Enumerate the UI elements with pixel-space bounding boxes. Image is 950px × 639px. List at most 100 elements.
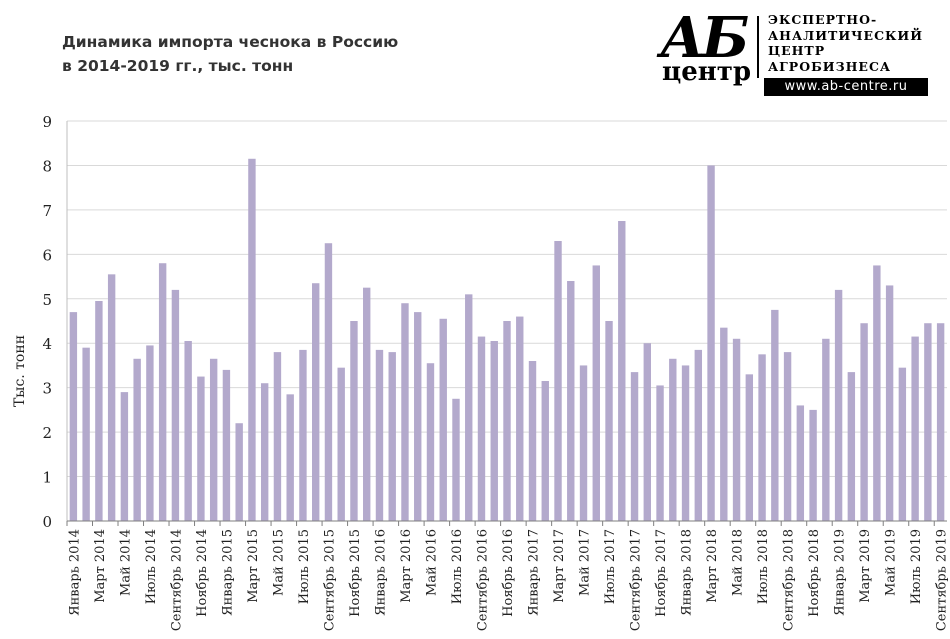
bar	[120, 392, 129, 521]
x-tick-label: Май 2014	[118, 529, 133, 596]
x-tick-label: Май 2019	[884, 529, 899, 596]
logo-sub: центр	[662, 57, 752, 87]
bar	[771, 309, 779, 521]
logo-text-line-4: АГРОБИЗНЕСА	[768, 58, 892, 74]
bar	[452, 398, 460, 521]
bar	[656, 385, 664, 521]
bar	[643, 343, 651, 521]
x-tick-label: Май 2017	[578, 529, 593, 596]
x-tick-label: Январь 2019	[833, 529, 848, 616]
bar	[490, 341, 498, 521]
logo-text: ЭКСПЕРТНО- АНАЛИТИЧЕСКИЙ ЦЕНТР АГРОБИЗНЕ…	[768, 12, 923, 74]
y-tick-label: 9	[42, 113, 52, 131]
x-tick-label: Сентябрь 2019	[935, 529, 950, 631]
bar	[133, 358, 141, 521]
bar	[401, 303, 409, 521]
y-tick-label: 4	[42, 335, 52, 353]
y-tick-label: 0	[42, 513, 52, 531]
bar	[707, 165, 715, 521]
bar	[235, 423, 243, 521]
bar	[324, 243, 333, 521]
bar	[694, 349, 703, 521]
bar	[924, 323, 932, 521]
y-tick-label: 3	[42, 380, 52, 398]
bar	[898, 367, 907, 521]
bar	[107, 274, 116, 521]
x-tick-label: Март 2014	[93, 529, 108, 603]
bar	[796, 405, 805, 521]
ab-centre-logo: АБ центр ЭКСПЕРТНО- АНАЛИТИЧЕСКИЙ ЦЕНТР …	[658, 10, 948, 98]
y-tick-label: 6	[42, 246, 52, 264]
x-tick-label: Сентябрь 2017	[629, 529, 644, 631]
x-tick-label: Май 2015	[271, 529, 286, 596]
bar	[758, 354, 766, 521]
bar	[273, 352, 282, 521]
x-tick-label: Ноябрь 2015	[348, 529, 363, 617]
x-tick-label: Март 2018	[705, 529, 720, 603]
x-tick-label: Июль 2015	[297, 529, 312, 604]
x-tick-label: Сентябрь 2016	[475, 529, 490, 631]
bar	[439, 318, 447, 521]
bar	[936, 323, 945, 521]
bar	[184, 341, 192, 521]
y-tick-label: 2	[42, 424, 52, 442]
x-tick-label: Сентябрь 2018	[782, 529, 797, 631]
logo-url: www.ab-centre.ru	[764, 78, 928, 96]
chart-title-line-2: в 2014-2019 гг., тыс. тонн	[62, 57, 294, 75]
y-axis-title: Тыс. тонн	[12, 335, 28, 407]
x-tick-label: Январь 2017	[527, 529, 542, 616]
bar	[69, 312, 78, 521]
logo-text-line-3: ЦЕНТР	[768, 43, 826, 58]
logo-text-line-2: АНАЛИТИЧЕСКИЙ	[768, 27, 924, 43]
bar	[171, 289, 180, 521]
bar	[363, 287, 371, 521]
bar	[350, 321, 358, 521]
bar	[503, 321, 511, 521]
bar	[222, 369, 231, 521]
x-tick-label: Январь 2015	[220, 529, 235, 616]
bar	[248, 158, 256, 521]
bar	[426, 363, 435, 521]
bar	[286, 394, 294, 521]
bar	[720, 327, 728, 521]
bar	[847, 372, 856, 521]
bar	[465, 294, 473, 521]
x-tick-label: Ноябрь 2018	[807, 529, 822, 617]
bar	[375, 349, 384, 521]
bar	[681, 365, 690, 521]
x-tick-label: Июль 2016	[450, 529, 465, 604]
x-tick-label: Январь 2016	[373, 529, 388, 616]
bar	[414, 312, 422, 521]
bar	[299, 349, 307, 521]
bar	[158, 263, 167, 521]
x-tick-label: Июль 2018	[756, 529, 771, 604]
x-tick-label: Март 2017	[552, 529, 567, 603]
bar	[337, 367, 345, 521]
bar	[95, 301, 103, 521]
bar	[860, 323, 868, 521]
bar	[541, 381, 549, 521]
x-tick-label: Июль 2017	[603, 529, 618, 604]
x-tick-label: Сентябрь 2015	[322, 529, 337, 631]
x-tick-label: Январь 2014	[67, 529, 82, 616]
bar	[834, 289, 843, 521]
bar	[554, 241, 562, 521]
x-tick-label: Май 2016	[424, 529, 439, 596]
bar	[732, 338, 741, 521]
x-tick-label: Июль 2019	[909, 529, 924, 604]
bar	[388, 352, 396, 521]
y-tick-label: 8	[42, 157, 52, 175]
bar	[873, 265, 881, 521]
bar	[82, 347, 90, 521]
x-tick-label: Май 2018	[731, 529, 746, 596]
bar	[209, 358, 218, 521]
bar	[783, 352, 792, 521]
bar	[745, 374, 754, 521]
x-tick-label: Январь 2018	[680, 529, 695, 616]
bar	[528, 361, 537, 521]
logo-mark: АБ	[660, 5, 749, 71]
bar	[516, 316, 524, 521]
bar	[822, 338, 830, 521]
bar	[809, 409, 817, 521]
